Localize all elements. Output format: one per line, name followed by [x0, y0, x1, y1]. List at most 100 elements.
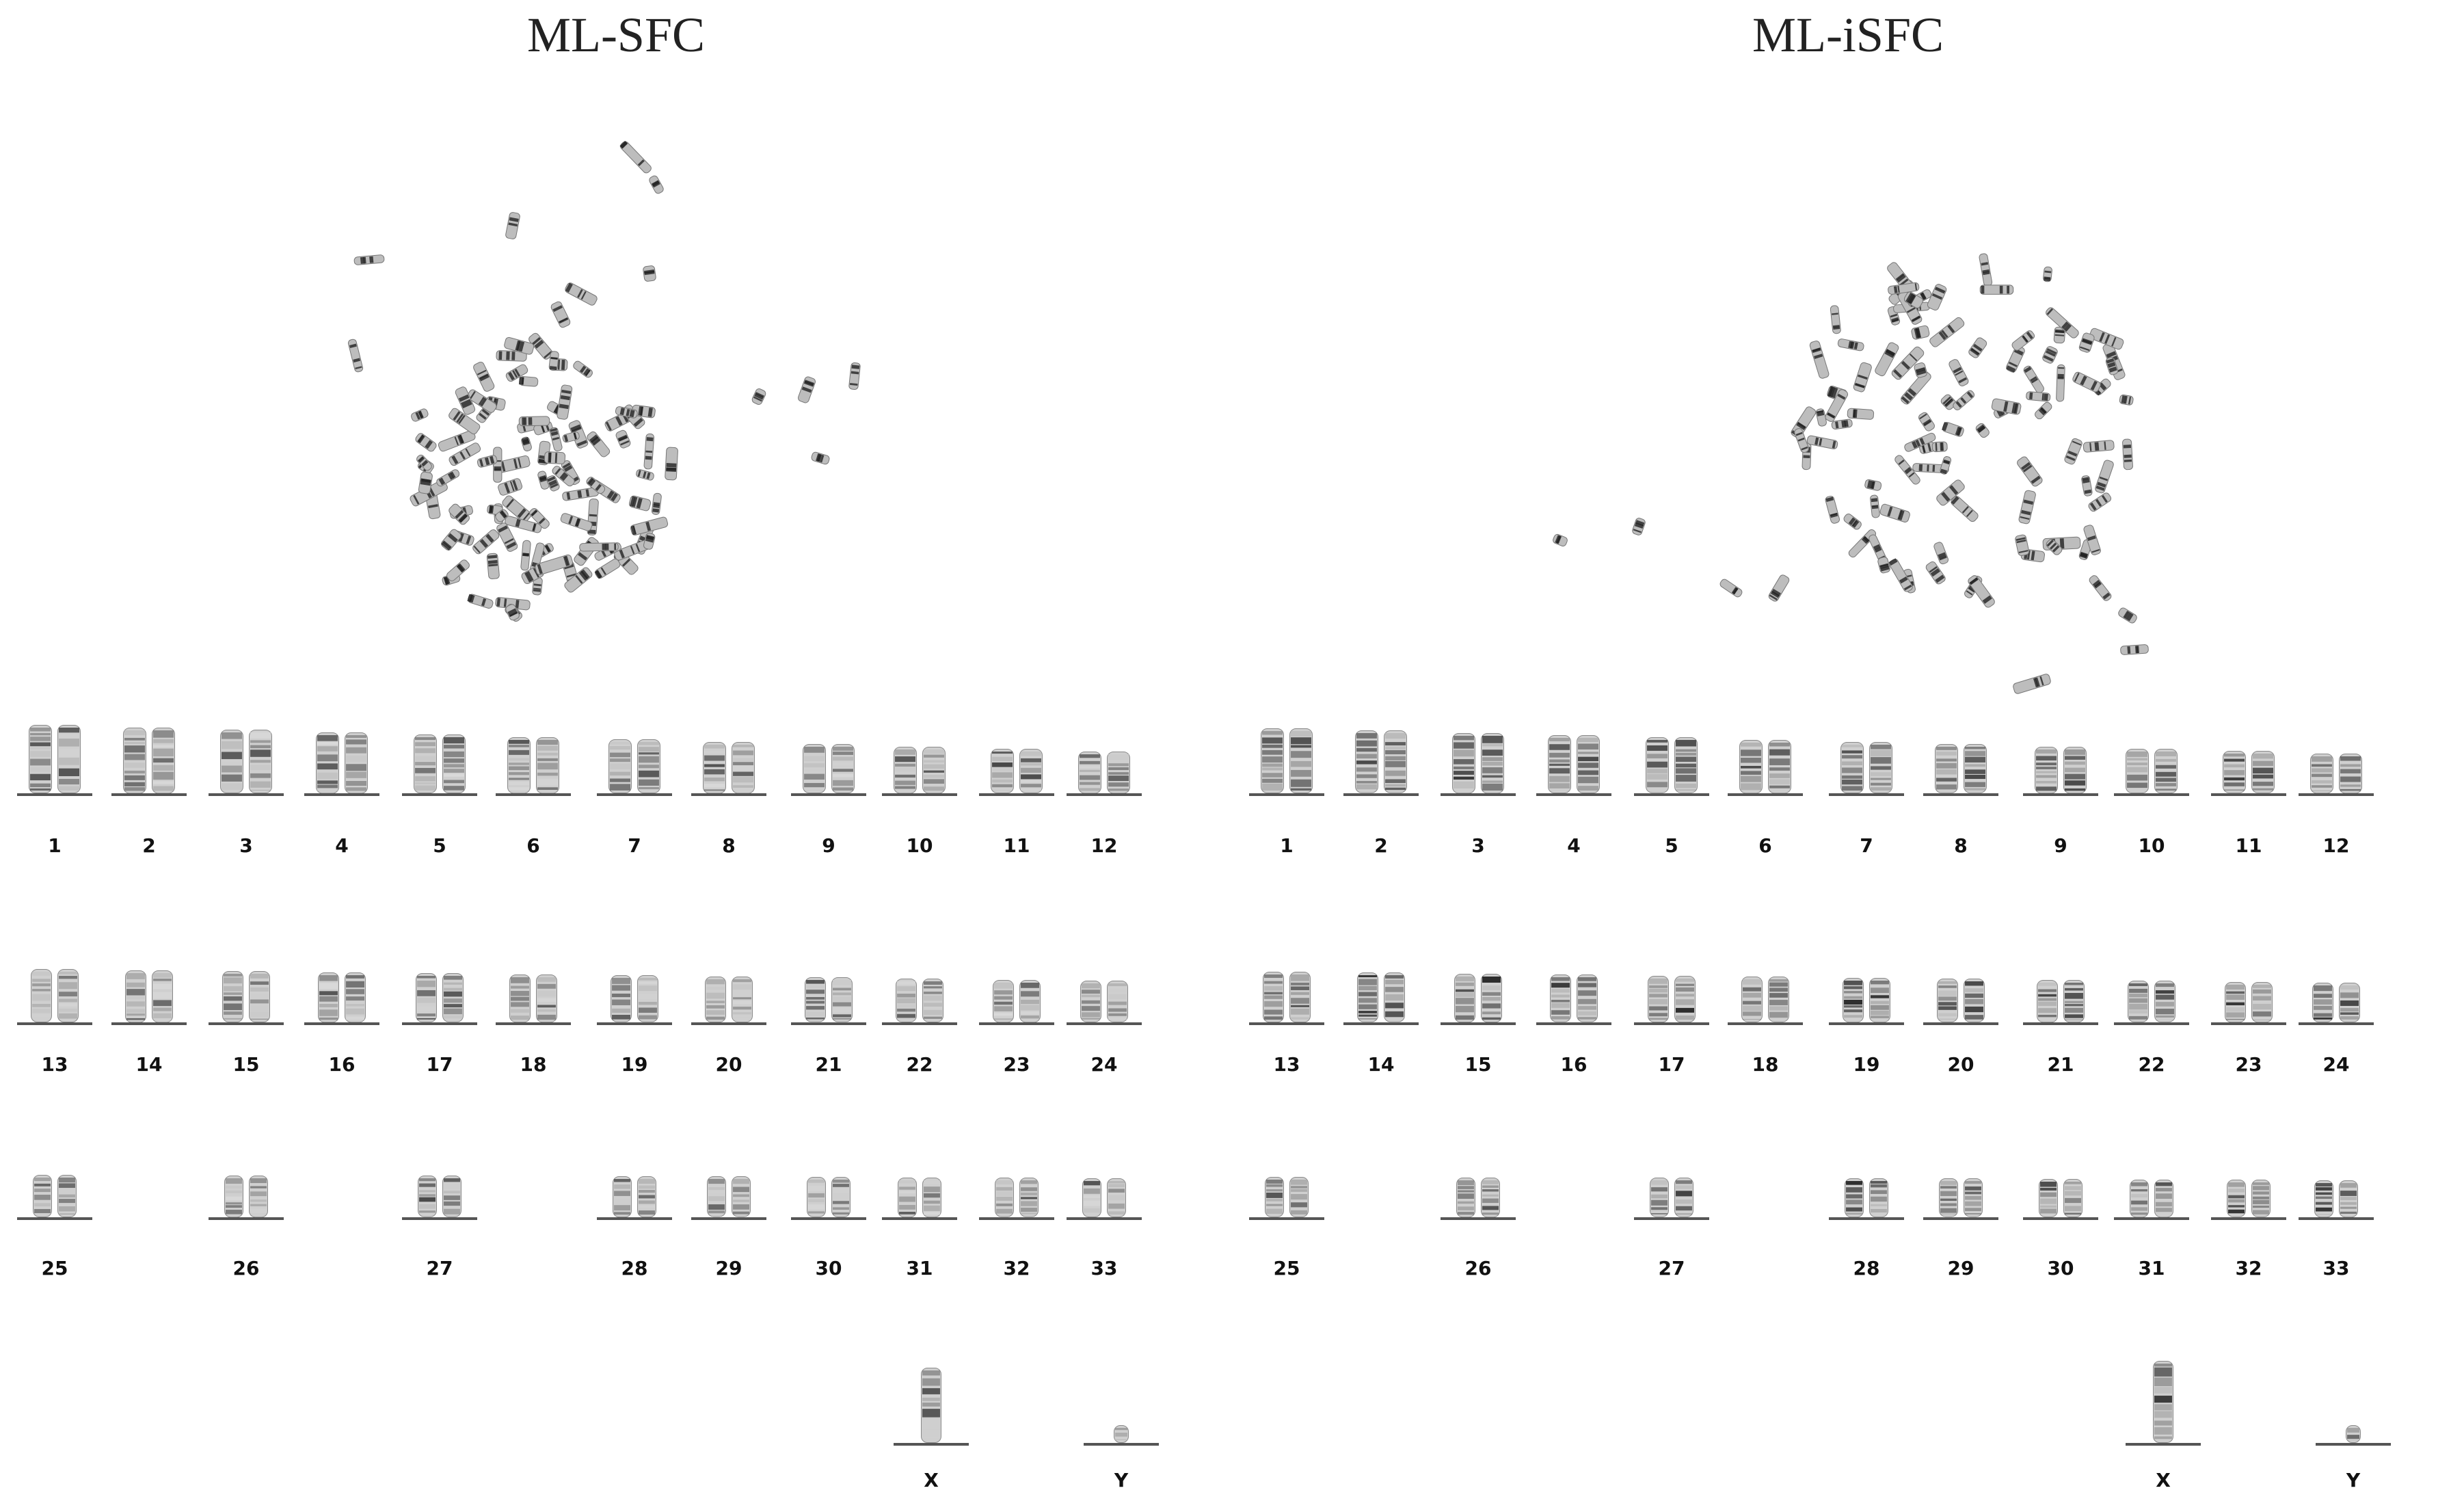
chromosome [608, 739, 632, 793]
pair-baseline [597, 1022, 672, 1025]
chromosome-pair [1634, 1178, 1709, 1220]
spread-chromosome [455, 386, 476, 415]
spread-chromosome [2046, 539, 2063, 555]
karyogram: 1 2 3 4 5 6 7 8 9 10 11 12 13 14 15 16 17 18 19 20 21 22 23 24 2… [1232, 0, 2464, 1512]
chromosome [732, 1176, 751, 1217]
spread-chromosome [2035, 401, 2052, 420]
spread-chromosome [1936, 479, 1965, 506]
chromosome-pair [2023, 979, 2098, 1025]
pair-baseline [1634, 1022, 1709, 1025]
spread-chromosome [415, 433, 437, 452]
spread-chromosome [643, 433, 655, 470]
spread-chromosome [2078, 332, 2095, 353]
chromosome [2154, 1179, 2173, 1217]
spread-chromosome [1975, 423, 1990, 438]
chromosome [1674, 1178, 1693, 1217]
chromosome [2223, 751, 2246, 793]
chromosome-pair [882, 979, 957, 1025]
spread-chromosome [505, 212, 520, 239]
chromosome-label: 30 [2047, 1257, 2074, 1279]
chromosome [1768, 977, 1789, 1022]
chromosome-label: 9 [822, 834, 835, 857]
chromosome [2063, 746, 2087, 793]
spread-chromosome [1553, 533, 1568, 547]
chromosome [442, 1176, 461, 1217]
chromosome [152, 970, 173, 1022]
chromosome-label: Y [2346, 1469, 2361, 1491]
spread-chromosome [2013, 674, 2051, 694]
chromosome [1454, 973, 1475, 1022]
spread-chromosome [2095, 460, 2114, 494]
spread-chromosome [848, 362, 861, 390]
chromosome [509, 974, 531, 1022]
chromosome [418, 1176, 437, 1217]
chromosome [2130, 1179, 2149, 1217]
chromosome [1261, 728, 1284, 793]
chromosome-pair [2211, 981, 2286, 1025]
chromosome [707, 1176, 726, 1217]
chromosome [2227, 1180, 2246, 1217]
chromosome [921, 1368, 941, 1443]
pair-baseline [691, 1217, 766, 1220]
pair-baseline [209, 1217, 284, 1220]
pair-baseline [2023, 1217, 2098, 1220]
spread-chromosome [544, 451, 566, 464]
spread-chromosome [477, 455, 498, 468]
chromosome [1107, 981, 1128, 1022]
chromosome-label: 3 [1471, 834, 1485, 857]
spread-chromosome [467, 594, 494, 609]
chromosome [1843, 977, 1864, 1022]
chromosome [2154, 981, 2175, 1022]
chromosome-pair [17, 969, 92, 1025]
chromosome [2251, 981, 2273, 1022]
spread-chromosome [2018, 490, 2036, 525]
spread-chromosome [579, 542, 619, 552]
spread-chromosome [518, 376, 539, 387]
spread-chromosome [446, 559, 470, 581]
spread-chromosome [2083, 440, 2115, 453]
chromosome-pair [1829, 977, 1904, 1025]
chromosome-label: 6 [526, 834, 540, 857]
chromosome [922, 979, 943, 1022]
chromosome [2063, 1179, 2083, 1217]
chromosome [1577, 734, 1600, 793]
chromosome [705, 976, 726, 1022]
pair-baseline [304, 793, 379, 796]
chromosome-pair [882, 746, 957, 796]
spread-chromosome [546, 475, 560, 492]
chromosome-label: 22 [906, 1053, 933, 1076]
chromosome [2339, 1180, 2358, 1217]
chromosome-pair [1728, 977, 1803, 1025]
spread-chromosome [1888, 282, 1920, 295]
chromosome-label: 24 [1090, 1053, 1118, 1076]
chromosome [536, 974, 557, 1022]
chromosome-pair [304, 972, 379, 1025]
chromosome-label: 29 [715, 1257, 742, 1279]
chromosome-pair [1536, 974, 1611, 1025]
chromosome [507, 737, 531, 793]
chromosome-pair [2211, 751, 2286, 796]
pair-baseline [2211, 1022, 2286, 1025]
pair-baseline [979, 1022, 1054, 1025]
spread-chromosome [1904, 432, 1936, 452]
pair-baseline [791, 793, 866, 796]
chromosome-pair [597, 739, 672, 796]
chromosome-pair [496, 737, 571, 796]
chromosome-pair [2299, 1180, 2374, 1220]
spread-chromosome [528, 332, 553, 360]
pair-baseline [2299, 1022, 2374, 1025]
pair-baseline [1441, 793, 1516, 796]
pair-baseline [402, 793, 477, 796]
chromosome-label: 27 [426, 1257, 453, 1279]
spread-chromosome [1830, 305, 1841, 334]
spread-chromosome [535, 554, 573, 575]
chromosome-label: 24 [2322, 1053, 2350, 1076]
spread-chromosome [1891, 346, 1925, 380]
spread-chromosome [411, 408, 429, 422]
spread-chromosome [520, 540, 531, 571]
pair-baseline [17, 1022, 92, 1025]
spread-chromosome [472, 529, 500, 555]
spread-chromosome [1632, 518, 1646, 535]
chromosome-label: 11 [2235, 834, 2262, 857]
spread-chromosome [448, 503, 470, 525]
